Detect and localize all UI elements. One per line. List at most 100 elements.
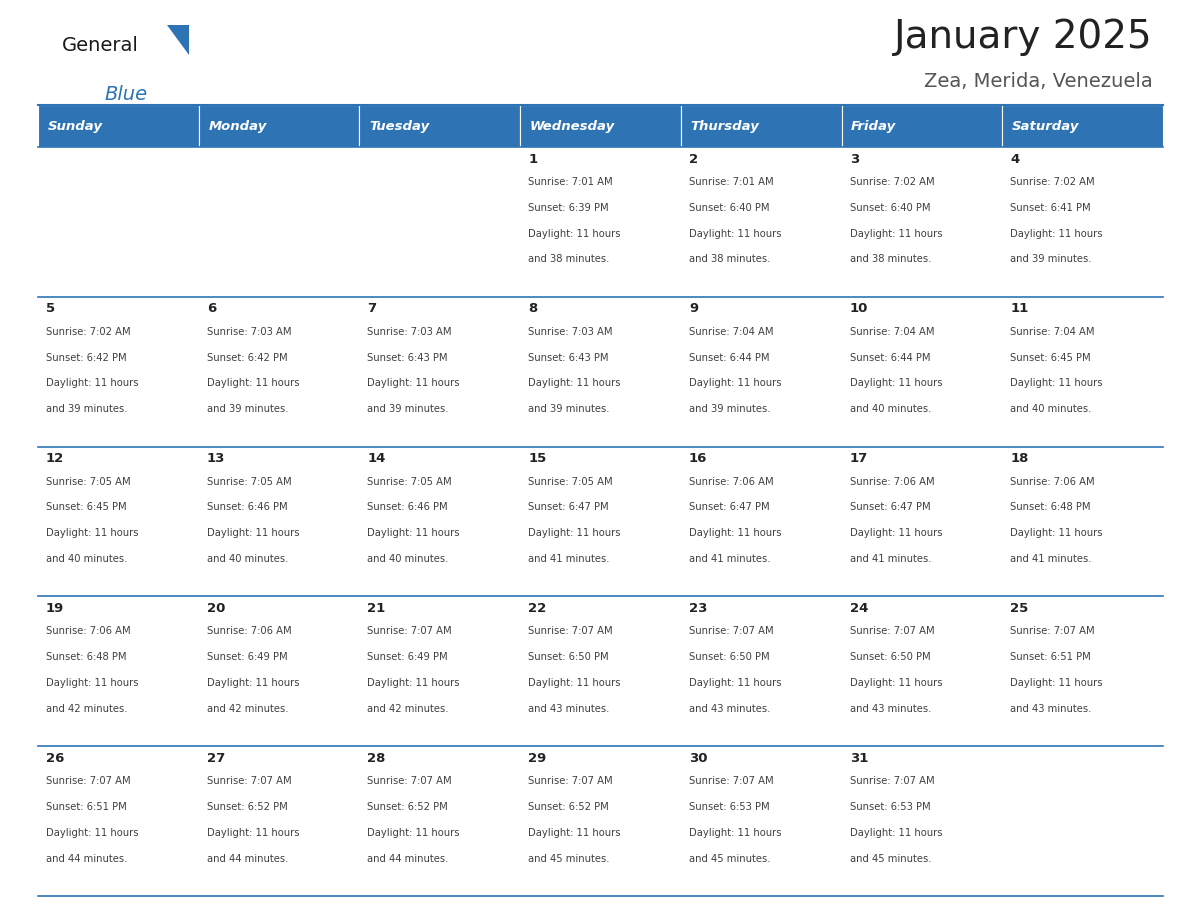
- Text: and 38 minutes.: and 38 minutes.: [529, 254, 609, 264]
- Text: Sunset: 6:50 PM: Sunset: 6:50 PM: [529, 652, 608, 662]
- Text: and 41 minutes.: and 41 minutes.: [1010, 554, 1092, 564]
- Text: Sunrise: 7:07 AM: Sunrise: 7:07 AM: [367, 777, 453, 786]
- Text: Sunrise: 7:03 AM: Sunrise: 7:03 AM: [367, 327, 451, 337]
- Bar: [198, 746, 360, 896]
- Bar: [681, 446, 841, 597]
- Text: Sunset: 6:52 PM: Sunset: 6:52 PM: [529, 802, 609, 812]
- Text: Daylight: 11 hours: Daylight: 11 hours: [689, 378, 782, 388]
- Text: Sunset: 6:40 PM: Sunset: 6:40 PM: [689, 203, 770, 213]
- Text: Daylight: 11 hours: Daylight: 11 hours: [1010, 378, 1102, 388]
- Text: and 39 minutes.: and 39 minutes.: [207, 404, 289, 414]
- Text: 8: 8: [529, 302, 537, 315]
- Bar: [841, 746, 1003, 896]
- Text: General: General: [62, 36, 139, 55]
- Text: 21: 21: [367, 602, 386, 615]
- Text: Daylight: 11 hours: Daylight: 11 hours: [46, 828, 139, 838]
- Bar: [1003, 597, 1163, 746]
- Text: Monday: Monday: [208, 119, 267, 132]
- Bar: [38, 147, 198, 297]
- Bar: [38, 105, 198, 147]
- Bar: [520, 105, 681, 147]
- Bar: [1003, 746, 1163, 896]
- Text: Saturday: Saturday: [1012, 119, 1080, 132]
- Polygon shape: [168, 25, 189, 55]
- Bar: [841, 597, 1003, 746]
- Text: Sunrise: 7:02 AM: Sunrise: 7:02 AM: [849, 177, 934, 187]
- Text: Sunset: 6:47 PM: Sunset: 6:47 PM: [849, 502, 930, 512]
- Text: Daylight: 11 hours: Daylight: 11 hours: [367, 678, 460, 688]
- Bar: [198, 105, 360, 147]
- Text: Sunrise: 7:06 AM: Sunrise: 7:06 AM: [1010, 476, 1095, 487]
- Text: and 44 minutes.: and 44 minutes.: [207, 854, 289, 864]
- Text: Sunrise: 7:07 AM: Sunrise: 7:07 AM: [207, 777, 291, 786]
- Text: 2: 2: [689, 152, 699, 165]
- Text: Daylight: 11 hours: Daylight: 11 hours: [849, 378, 942, 388]
- Text: Daylight: 11 hours: Daylight: 11 hours: [849, 528, 942, 538]
- Text: Sunrise: 7:07 AM: Sunrise: 7:07 AM: [46, 777, 131, 786]
- Bar: [681, 746, 841, 896]
- Text: Sunrise: 7:02 AM: Sunrise: 7:02 AM: [46, 327, 131, 337]
- Text: Sunset: 6:44 PM: Sunset: 6:44 PM: [689, 353, 770, 363]
- Bar: [841, 147, 1003, 297]
- Text: Sunset: 6:41 PM: Sunset: 6:41 PM: [1010, 203, 1091, 213]
- Text: 15: 15: [529, 452, 546, 465]
- Text: Sunrise: 7:07 AM: Sunrise: 7:07 AM: [849, 777, 934, 786]
- Text: Sunrise: 7:02 AM: Sunrise: 7:02 AM: [1010, 177, 1095, 187]
- Bar: [38, 746, 198, 896]
- Text: 16: 16: [689, 452, 707, 465]
- Bar: [1003, 147, 1163, 297]
- Text: Sunset: 6:43 PM: Sunset: 6:43 PM: [529, 353, 608, 363]
- Text: and 39 minutes.: and 39 minutes.: [529, 404, 609, 414]
- Text: Sunrise: 7:05 AM: Sunrise: 7:05 AM: [529, 476, 613, 487]
- Text: 5: 5: [46, 302, 55, 315]
- Text: Zea, Merida, Venezuela: Zea, Merida, Venezuela: [924, 72, 1154, 91]
- Text: and 41 minutes.: and 41 minutes.: [849, 554, 931, 564]
- Text: Sunrise: 7:04 AM: Sunrise: 7:04 AM: [1010, 327, 1095, 337]
- Text: Daylight: 11 hours: Daylight: 11 hours: [207, 528, 299, 538]
- Text: Daylight: 11 hours: Daylight: 11 hours: [529, 528, 620, 538]
- Bar: [841, 446, 1003, 597]
- Text: Sunrise: 7:03 AM: Sunrise: 7:03 AM: [529, 327, 613, 337]
- Bar: [681, 297, 841, 446]
- Text: Tuesday: Tuesday: [369, 119, 429, 132]
- Text: Sunset: 6:46 PM: Sunset: 6:46 PM: [207, 502, 287, 512]
- Text: January 2025: January 2025: [895, 18, 1154, 56]
- Text: Sunrise: 7:05 AM: Sunrise: 7:05 AM: [46, 476, 131, 487]
- Text: Daylight: 11 hours: Daylight: 11 hours: [689, 828, 782, 838]
- Bar: [1003, 105, 1163, 147]
- Text: Sunset: 6:46 PM: Sunset: 6:46 PM: [367, 502, 448, 512]
- Text: 13: 13: [207, 452, 225, 465]
- Text: Daylight: 11 hours: Daylight: 11 hours: [689, 229, 782, 239]
- Bar: [520, 446, 681, 597]
- Bar: [1003, 297, 1163, 446]
- Text: and 40 minutes.: and 40 minutes.: [207, 554, 289, 564]
- Text: Daylight: 11 hours: Daylight: 11 hours: [529, 828, 620, 838]
- Text: Daylight: 11 hours: Daylight: 11 hours: [849, 229, 942, 239]
- Text: and 45 minutes.: and 45 minutes.: [689, 854, 770, 864]
- Text: Sunset: 6:49 PM: Sunset: 6:49 PM: [207, 652, 287, 662]
- Bar: [520, 147, 681, 297]
- Bar: [681, 147, 841, 297]
- Text: Sunrise: 7:07 AM: Sunrise: 7:07 AM: [849, 626, 934, 636]
- Text: Sunrise: 7:04 AM: Sunrise: 7:04 AM: [849, 327, 934, 337]
- Text: 29: 29: [529, 752, 546, 765]
- Text: Daylight: 11 hours: Daylight: 11 hours: [689, 528, 782, 538]
- Text: Sunset: 6:50 PM: Sunset: 6:50 PM: [689, 652, 770, 662]
- Bar: [360, 105, 520, 147]
- Text: Sunrise: 7:07 AM: Sunrise: 7:07 AM: [689, 777, 773, 786]
- Text: Sunrise: 7:07 AM: Sunrise: 7:07 AM: [689, 626, 773, 636]
- Text: Sunset: 6:51 PM: Sunset: 6:51 PM: [1010, 652, 1091, 662]
- Text: Daylight: 11 hours: Daylight: 11 hours: [849, 678, 942, 688]
- Bar: [38, 597, 198, 746]
- Text: Sunrise: 7:06 AM: Sunrise: 7:06 AM: [207, 626, 291, 636]
- Text: Sunrise: 7:07 AM: Sunrise: 7:07 AM: [367, 626, 453, 636]
- Text: 9: 9: [689, 302, 699, 315]
- Text: 26: 26: [46, 752, 64, 765]
- Text: Sunrise: 7:05 AM: Sunrise: 7:05 AM: [367, 476, 453, 487]
- Text: Sunset: 6:53 PM: Sunset: 6:53 PM: [689, 802, 770, 812]
- Text: Sunrise: 7:05 AM: Sunrise: 7:05 AM: [207, 476, 291, 487]
- Text: Sunset: 6:50 PM: Sunset: 6:50 PM: [849, 652, 930, 662]
- Text: Sunset: 6:47 PM: Sunset: 6:47 PM: [689, 502, 770, 512]
- Text: 3: 3: [849, 152, 859, 165]
- Text: Sunset: 6:52 PM: Sunset: 6:52 PM: [207, 802, 287, 812]
